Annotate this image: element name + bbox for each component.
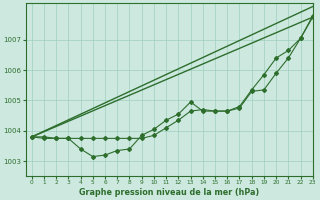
X-axis label: Graphe pression niveau de la mer (hPa): Graphe pression niveau de la mer (hPa): [79, 188, 259, 197]
